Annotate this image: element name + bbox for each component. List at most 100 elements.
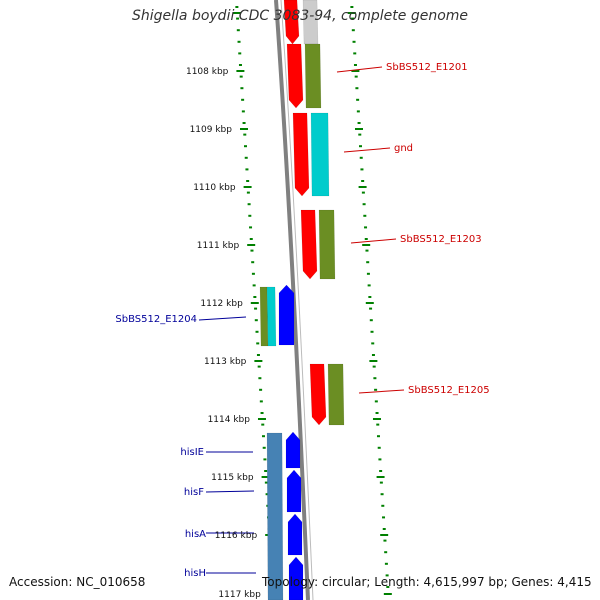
minor-tick: [371, 342, 375, 345]
minor-tick: [252, 284, 256, 287]
kbp-label: 1108 kbp: [186, 67, 229, 77]
gene-label-hisa: hisA: [185, 529, 206, 540]
label-leader-lines: [198, 66, 405, 574]
kbp-label: 1109 kbp: [190, 125, 233, 135]
minor-tick: [354, 75, 358, 78]
minor-tick: [254, 307, 258, 310]
gene-label-sbbs512_e1205: SbBS512_E1205: [408, 385, 490, 396]
minor-tick: [361, 180, 365, 182]
major-tick: [239, 128, 248, 130]
minor-tick: [262, 446, 266, 449]
minor-tick: [246, 191, 250, 194]
minor-tick: [258, 377, 262, 380]
cds-bar: [266, 432, 284, 600]
major-tick: [376, 476, 385, 478]
minor-tick: [355, 87, 359, 90]
minor-tick: [243, 133, 247, 136]
backbone-line: [274, 0, 310, 600]
minor-tick: [382, 528, 386, 530]
minor-tick: [358, 133, 362, 136]
major-tick: [261, 476, 270, 478]
minor-tick: [241, 98, 245, 101]
kbp-label: 1110 kbp: [193, 183, 236, 193]
minor-tick: [379, 470, 383, 472]
leader-line: [336, 66, 383, 73]
minor-tick: [384, 551, 388, 554]
major-tick: [372, 418, 381, 420]
gene-arrow: [292, 112, 310, 197]
minor-tick: [378, 458, 382, 461]
minor-tick: [236, 17, 240, 20]
minor-tick: [369, 307, 373, 310]
minor-tick: [364, 238, 368, 240]
minor-tick: [386, 586, 390, 588]
minor-tick: [250, 249, 254, 252]
minor-tick: [237, 40, 241, 43]
minor-tick: [374, 388, 378, 391]
minor-tick: [265, 493, 269, 496]
cds-bar: [304, 43, 322, 109]
minor-tick: [242, 122, 246, 124]
major-tick: [243, 186, 252, 188]
backbone-highlight: [280, 0, 314, 600]
minor-tick: [251, 272, 255, 275]
kbp-label: 1116 kbp: [215, 531, 258, 541]
gene-label-sbbs512_e1204: SbBS512_E1204: [115, 314, 197, 325]
genome-summary-text: Topology: circular; Length: 4,615,997 bp…: [262, 575, 592, 589]
gene-label-hisf: hisF: [184, 487, 204, 498]
minor-tick: [359, 156, 363, 159]
gene-arrow: [278, 284, 295, 346]
minor-tick: [238, 52, 242, 55]
minor-tick: [377, 446, 381, 449]
cds-bar: [310, 112, 330, 197]
minor-tick: [379, 481, 383, 484]
gene-label-sbbs512_e1203: SbBS512_E1203: [400, 234, 482, 245]
minor-tick: [264, 470, 268, 472]
minor-tick: [374, 400, 378, 403]
minor-tick: [249, 226, 253, 229]
minor-tick: [366, 261, 370, 264]
minor-tick: [256, 354, 260, 356]
cds-bar: [327, 363, 345, 426]
minor-tick: [351, 17, 355, 20]
minor-tick: [362, 203, 366, 206]
minor-tick: [251, 261, 255, 264]
minor-tick: [261, 423, 265, 426]
gene-arrow: [283, 0, 300, 45]
major-tick: [232, 12, 241, 14]
gene-arrow: [309, 363, 327, 426]
cds-bar: [318, 209, 336, 280]
minor-tick: [366, 272, 370, 275]
minor-tick: [352, 40, 356, 43]
minor-tick: [239, 75, 243, 78]
kbp-label: 1117 kbp: [218, 590, 261, 600]
minor-tick: [361, 191, 365, 194]
minor-tick: [367, 284, 371, 287]
major-tick: [351, 70, 360, 72]
major-tick: [250, 302, 259, 304]
cds-bar: [259, 286, 269, 347]
minor-tick: [357, 122, 361, 124]
kbp-label: 1111 kbp: [197, 241, 240, 251]
minor-tick: [370, 330, 374, 333]
minor-tick: [371, 354, 375, 356]
minor-tick: [356, 98, 360, 101]
minor-tick: [364, 226, 368, 229]
accession-text: Accession: NC_010658: [9, 575, 146, 589]
major-tick: [236, 70, 245, 72]
minor-tick: [246, 180, 250, 182]
minor-tick: [376, 435, 380, 438]
major-tick: [254, 360, 263, 362]
minor-tick: [257, 365, 261, 368]
minor-tick: [245, 168, 249, 171]
minor-tick: [359, 145, 363, 148]
kbp-label: 1114 kbp: [208, 415, 251, 425]
major-tick: [247, 244, 256, 246]
minor-tick: [244, 145, 248, 148]
genome-backbone: [274, 0, 314, 600]
cds-bar: [266, 286, 277, 347]
genome-title: Shigella boydii CDC 3083-94, complete ge…: [131, 8, 469, 24]
minor-tick: [368, 296, 372, 298]
leader-line: [350, 238, 397, 244]
